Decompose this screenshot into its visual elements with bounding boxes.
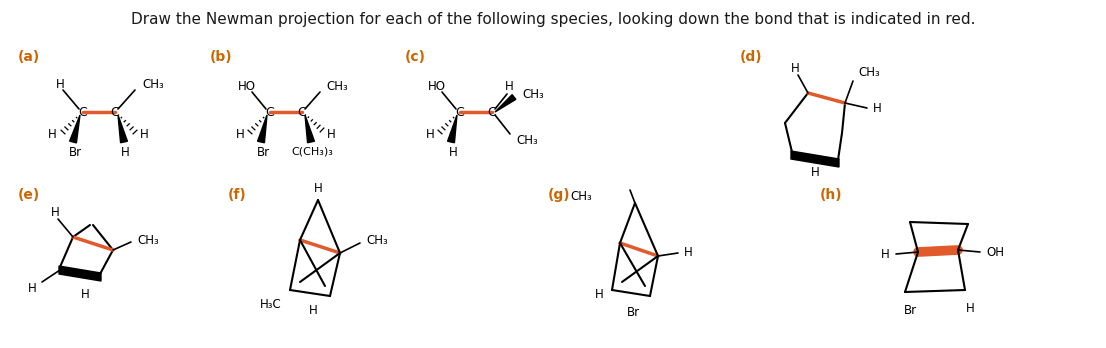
Polygon shape (258, 115, 267, 143)
Text: CH₃: CH₃ (366, 235, 388, 247)
Polygon shape (70, 115, 80, 143)
Text: (e): (e) (18, 188, 40, 202)
Text: C: C (111, 105, 119, 119)
Text: H: H (29, 282, 36, 294)
Text: C: C (298, 105, 306, 119)
Polygon shape (305, 115, 314, 143)
Text: CH₃: CH₃ (142, 78, 164, 90)
Text: H: H (684, 246, 692, 260)
Polygon shape (118, 115, 127, 143)
Text: H: H (314, 182, 322, 195)
Text: H: H (966, 301, 974, 315)
Text: (h): (h) (820, 188, 843, 202)
Text: H: H (51, 206, 60, 219)
Text: H: H (791, 62, 800, 74)
Text: H: H (504, 80, 513, 94)
Text: CH₃: CH₃ (522, 87, 544, 101)
Text: HO: HO (238, 79, 255, 93)
Text: (b): (b) (210, 50, 232, 64)
Text: H: H (873, 103, 881, 116)
Text: CH₃: CH₃ (517, 134, 538, 147)
Text: H: H (327, 127, 336, 141)
Text: H: H (121, 145, 129, 158)
Text: C: C (265, 105, 274, 119)
Text: Br: Br (904, 303, 917, 316)
Text: Draw the Newman projection for each of the following species, looking down the b: Draw the Newman projection for each of t… (131, 12, 975, 27)
Text: OH: OH (987, 245, 1004, 259)
Text: H: H (55, 78, 64, 90)
Text: CH₃: CH₃ (137, 234, 159, 246)
Text: H: H (81, 288, 90, 301)
Text: H: H (881, 247, 890, 261)
Text: (a): (a) (18, 50, 40, 64)
Text: Br: Br (257, 145, 270, 158)
Text: H: H (309, 304, 317, 317)
Text: Br: Br (626, 306, 639, 318)
Text: H: H (449, 145, 458, 158)
Text: CH₃: CH₃ (570, 190, 592, 203)
Text: H: H (426, 127, 435, 141)
Text: (c): (c) (405, 50, 426, 64)
Text: C: C (488, 105, 497, 119)
Text: H: H (49, 127, 58, 141)
Polygon shape (495, 95, 515, 112)
Text: CH₃: CH₃ (326, 79, 347, 93)
Text: H: H (140, 127, 148, 141)
Polygon shape (59, 266, 101, 281)
Polygon shape (791, 151, 839, 167)
Text: HO: HO (428, 79, 446, 93)
Text: C: C (79, 105, 87, 119)
Text: C(CH₃)₃: C(CH₃)₃ (291, 147, 333, 157)
Text: H: H (237, 127, 246, 141)
Text: H₃C: H₃C (260, 298, 282, 310)
Text: C: C (456, 105, 465, 119)
Polygon shape (448, 115, 457, 143)
Text: H: H (811, 166, 820, 180)
Text: (g): (g) (547, 188, 571, 202)
Text: (d): (d) (740, 50, 763, 64)
Text: CH₃: CH₃ (858, 66, 879, 79)
Text: (f): (f) (228, 188, 247, 202)
Text: H: H (595, 288, 604, 301)
Text: Br: Br (69, 145, 82, 158)
